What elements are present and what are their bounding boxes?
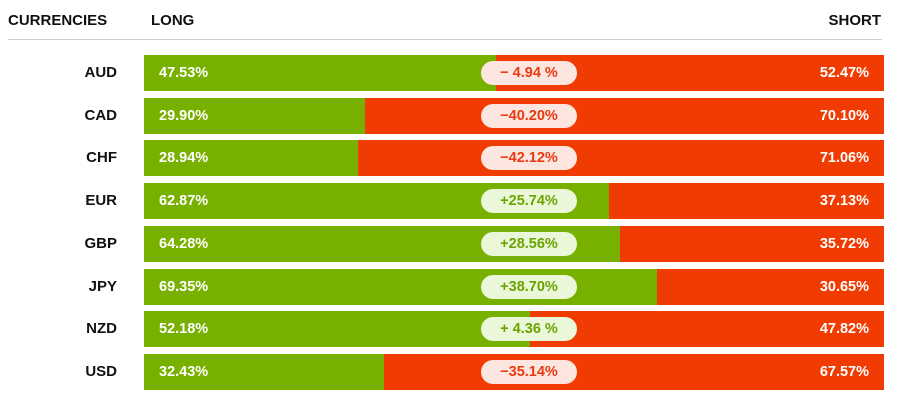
long-bar: [144, 268, 658, 305]
currency-label: NZD: [86, 320, 117, 338]
long-percent-label: 62.87%: [159, 193, 209, 210]
net-change-badge: +25.74%: [481, 189, 577, 214]
currency-label: CHF: [86, 149, 117, 167]
long-percent-label: 29.90%: [159, 107, 209, 124]
net-change-badge: −42.12%: [481, 146, 577, 171]
long-percent-label: 32.43%: [159, 363, 209, 380]
currency-label: USD: [85, 362, 117, 380]
currency-label: GBP: [84, 234, 117, 252]
long-header: LONG: [151, 12, 195, 29]
currency-row: JPY 69.35% 30.65% +38.70%: [0, 268, 897, 305]
long-bar: [144, 311, 531, 348]
currencies-header: CURRENCIES: [8, 12, 108, 29]
short-header: SHORT: [828, 12, 882, 29]
long-bar: [144, 140, 359, 177]
net-change-badge: −40.20%: [481, 103, 577, 128]
long-bar: [144, 55, 496, 91]
short-percent-label: 37.13%: [819, 193, 869, 210]
short-percent-label: 30.65%: [819, 278, 869, 295]
short-percent-label: 47.82%: [819, 321, 869, 338]
net-change-badge: − 4.94 %: [481, 61, 577, 85]
currency-row: AUD 47.53% 52.47% − 4.94 %: [0, 55, 897, 91]
short-percent-label: 71.06%: [819, 150, 869, 167]
currency-row: NZD 52.18% 47.82% + 4.36 %: [0, 311, 897, 348]
short-bar: 47.53% 52.47% − 4.94 %: [144, 55, 884, 91]
currency-label: AUD: [84, 64, 118, 81]
short-bar: 28.94% 71.06% −42.12%: [144, 140, 884, 177]
short-bar: 69.35% 30.65% +38.70%: [144, 268, 884, 305]
currency-row: CAD 29.90% 70.10% −40.20%: [0, 97, 897, 134]
currency-row: CHF 28.94% 71.06% −42.12%: [0, 140, 897, 177]
long-bar: [144, 97, 366, 134]
short-percent-label: 35.72%: [819, 235, 869, 252]
short-bar: 32.43% 67.57% −35.14%: [144, 353, 884, 390]
currency-row: USD 32.43% 67.57% −35.14%: [0, 353, 897, 390]
currency-label: JPY: [88, 277, 117, 295]
net-change-badge: +38.70%: [481, 274, 577, 299]
long-percent-label: 47.53%: [159, 65, 209, 81]
short-percent-label: 67.57%: [819, 363, 869, 380]
short-percent-label: 52.47%: [819, 65, 869, 81]
long-percent-label: 52.18%: [159, 321, 209, 338]
long-percent-label: 28.94%: [159, 150, 209, 167]
header-divider: [8, 39, 882, 40]
long-bar: [144, 353, 384, 390]
long-percent-label: 64.28%: [159, 235, 209, 252]
short-bar: 62.87% 37.13% +25.74%: [144, 183, 884, 220]
long-percent-label: 69.35%: [159, 278, 209, 295]
net-change-badge: −35.14%: [481, 359, 577, 384]
short-bar: 64.28% 35.72% +28.56%: [144, 225, 884, 262]
net-change-badge: +28.56%: [481, 231, 577, 256]
short-percent-label: 70.10%: [819, 107, 869, 124]
currency-label: EUR: [85, 192, 117, 210]
currency-row: GBP 64.28% 35.72% +28.56%: [0, 225, 897, 262]
net-change-badge: + 4.36 %: [481, 317, 577, 342]
currency-label: CAD: [84, 106, 118, 124]
currency-row: EUR 62.87% 37.13% +25.74%: [0, 183, 897, 220]
short-bar: 29.90% 70.10% −40.20%: [144, 97, 884, 134]
short-bar: 52.18% 47.82% + 4.36 %: [144, 311, 884, 348]
